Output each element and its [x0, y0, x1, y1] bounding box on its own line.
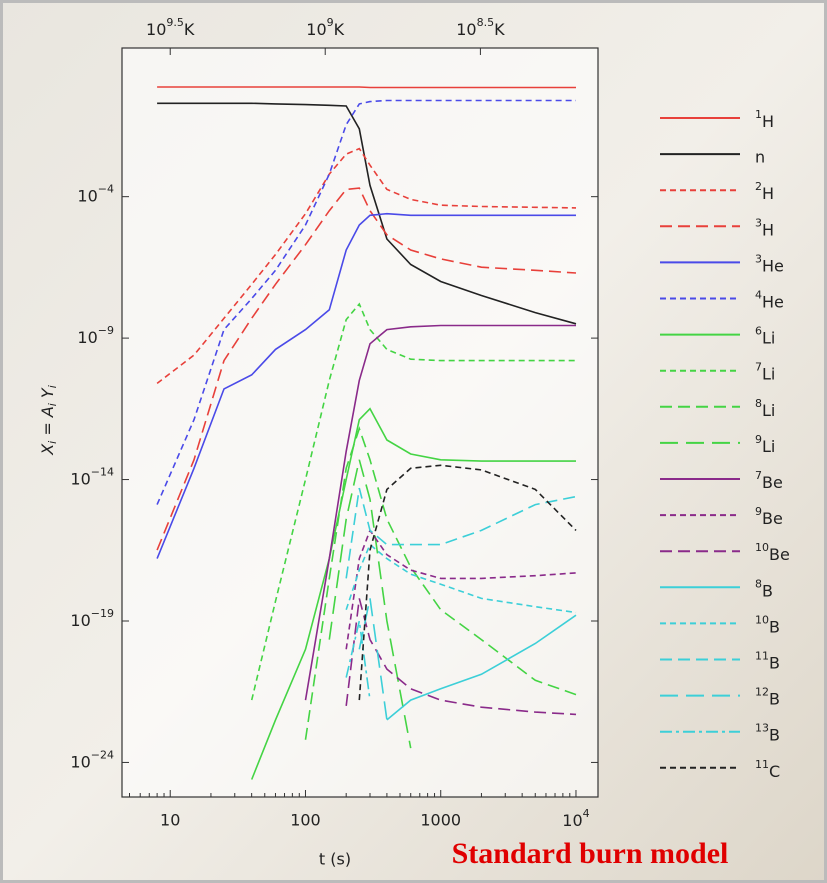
x-tick-label: 100 [290, 811, 321, 830]
x-tick-label: 1000 [420, 811, 461, 830]
page: {"chart_data": {"type": "line", "x_label… [0, 0, 827, 883]
annotation: Standard burn model [452, 837, 729, 870]
x2-tick-label: 109K [306, 16, 344, 39]
series-line [157, 87, 576, 88]
x-tick-label: 10 [160, 811, 180, 830]
y-axis-label: Xi​ = Ai​ Yi​ [38, 385, 60, 456]
legend-label: n [755, 148, 765, 167]
x-axis-label: t (s) [319, 850, 351, 869]
chart: t (s) Standard burn model Xi​ = Ai​ Yi​ … [0, 0, 827, 883]
